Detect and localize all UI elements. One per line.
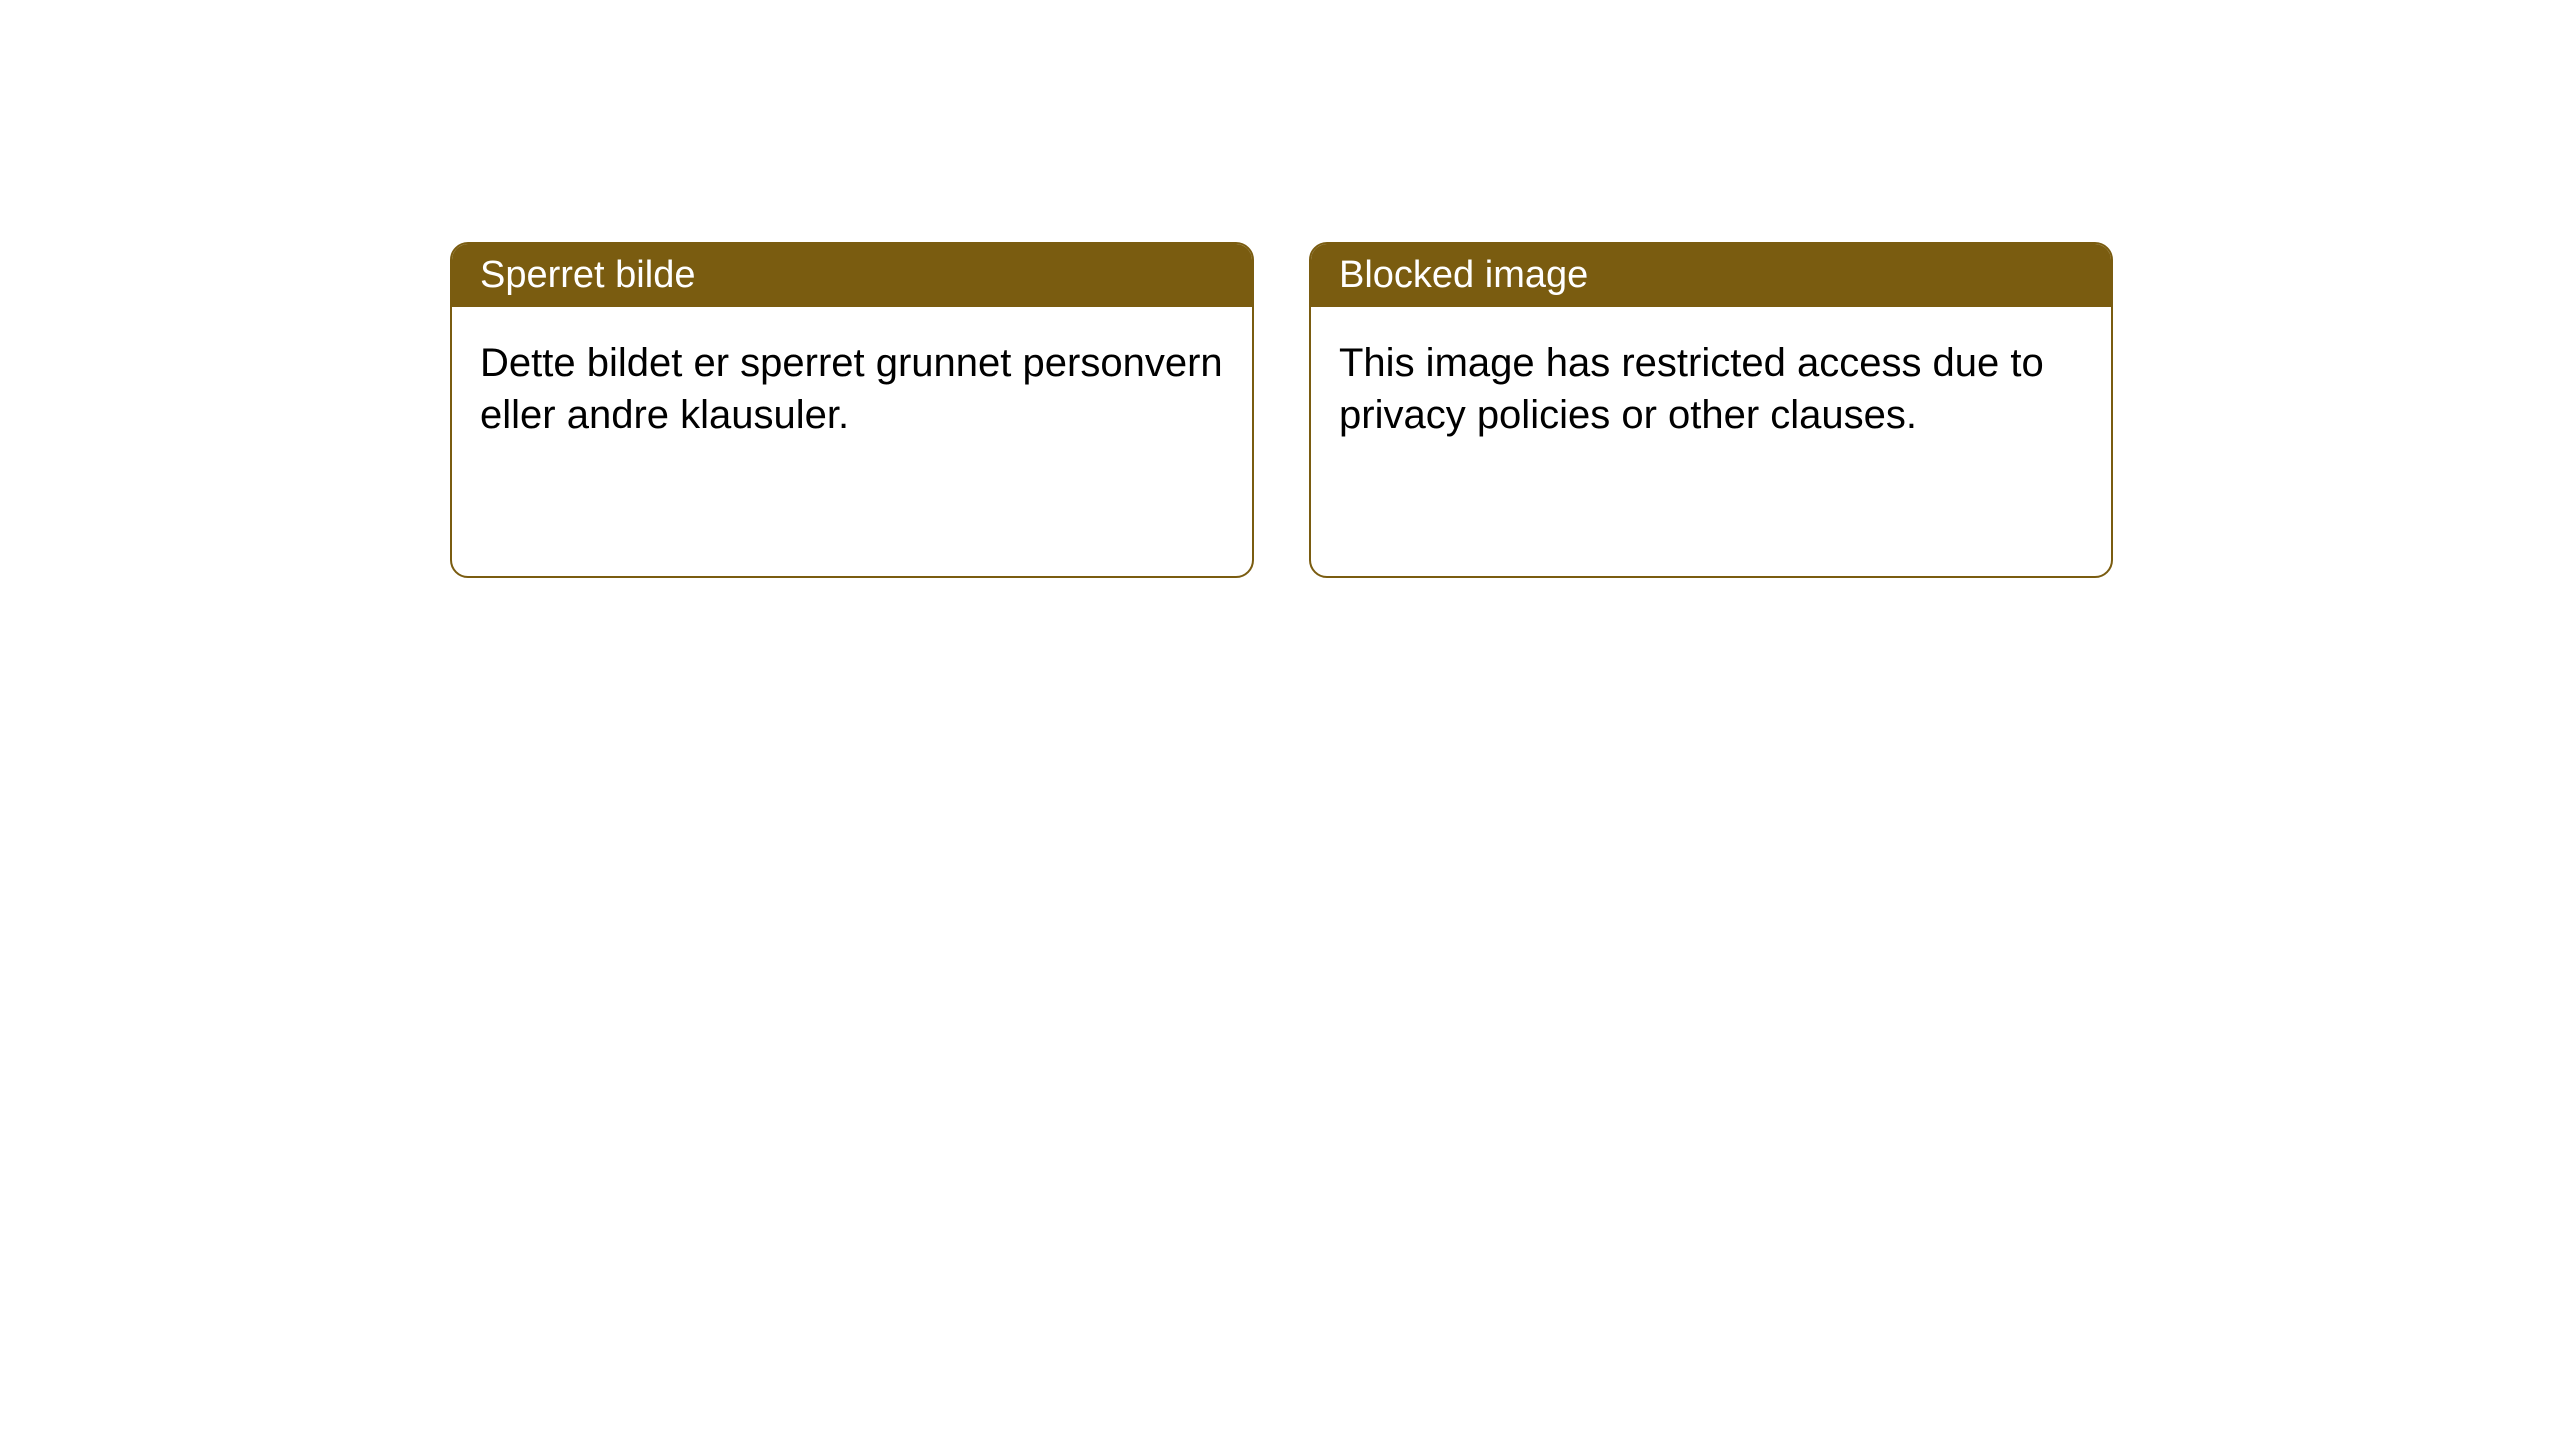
notice-title: Sperret bilde <box>452 244 1252 307</box>
notice-card-english: Blocked image This image has restricted … <box>1309 242 2113 578</box>
notice-title: Blocked image <box>1311 244 2111 307</box>
notice-container: Sperret bilde Dette bildet er sperret gr… <box>0 0 2560 578</box>
notice-body: This image has restricted access due to … <box>1311 307 2111 471</box>
notice-card-norwegian: Sperret bilde Dette bildet er sperret gr… <box>450 242 1254 578</box>
notice-body: Dette bildet er sperret grunnet personve… <box>452 307 1252 471</box>
